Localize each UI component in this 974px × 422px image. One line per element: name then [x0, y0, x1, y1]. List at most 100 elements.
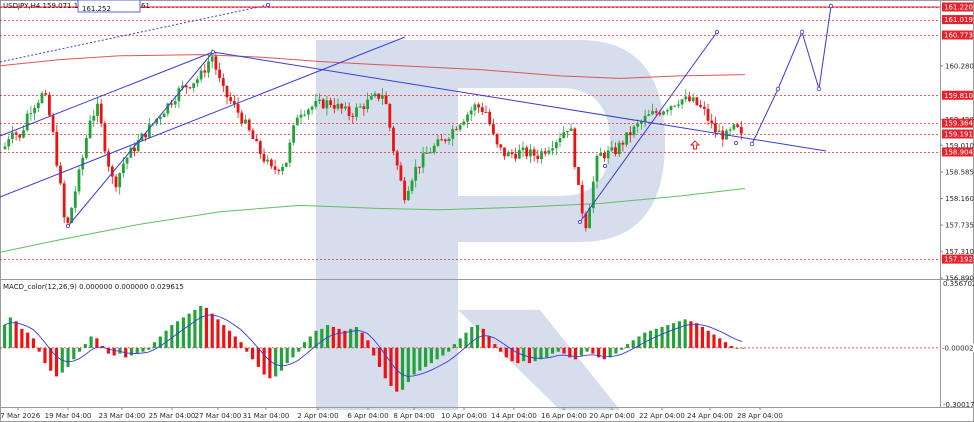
current-price-label: 161.252 [82, 5, 111, 13]
candle-body-101 [377, 93, 381, 99]
candle-body-181 [673, 105, 677, 107]
forecast-node-3 [816, 86, 822, 92]
candle-body-104 [388, 103, 392, 128]
candle-body-156 [580, 184, 584, 214]
macd-bar-123 [712, 334, 716, 348]
candle-body-91 [340, 103, 344, 109]
candle-body-53 [199, 70, 203, 80]
price-label-11: 158.160 [945, 195, 974, 203]
macd-bar-65 [377, 347, 382, 367]
macd-bar-89 [516, 347, 520, 364]
moving-average-red [0, 54, 746, 79]
macd-bar-7 [43, 347, 47, 364]
candle-body-171 [636, 123, 640, 127]
macd-bar-97 [562, 347, 566, 354]
candle-body-161 [599, 152, 603, 157]
macd-bar-126 [729, 345, 733, 348]
candle-body-177 [658, 112, 662, 115]
price-box-2 [942, 30, 973, 40]
candle-body-28 [107, 151, 110, 167]
macd-bar-63 [366, 340, 370, 348]
macd-bar-23 [135, 347, 139, 354]
candle-body-194 [721, 130, 725, 140]
candle-body-20 [77, 169, 81, 192]
candle-body-56 [210, 56, 214, 62]
candle-body-107 [399, 165, 403, 181]
candle-body-145 [540, 151, 543, 160]
macd-bar-30 [176, 321, 180, 348]
candle-body-103 [384, 95, 388, 104]
candle-body-14 [55, 131, 59, 166]
candle-body-36 [136, 140, 140, 152]
candle-body-155 [577, 167, 580, 185]
macd-bar-96 [556, 347, 560, 352]
candle-body-33 [125, 157, 129, 164]
candle-body-49 [184, 85, 188, 88]
candle-body-41 [155, 118, 159, 124]
candle-body-13 [51, 115, 55, 132]
candle-body-136 [506, 152, 510, 157]
candle-body-66 [247, 119, 251, 131]
price-label-3: 160.280 [945, 62, 974, 70]
candle-body-62 [233, 101, 236, 105]
watermark-logo-tail [458, 310, 620, 410]
time-label-5: 31 Mar 04:00 [243, 412, 290, 420]
macd-bar-67 [389, 347, 393, 386]
price-label-6: 159.364 [944, 120, 973, 128]
candle-body-52 [196, 79, 199, 84]
candle-body-31 [118, 173, 122, 188]
macd-bar-106 [614, 347, 618, 354]
candle-body-45 [170, 103, 173, 105]
candle-body-21 [81, 157, 85, 170]
macd-bar-60 [349, 328, 353, 348]
candle-body-64 [240, 112, 244, 124]
candle-body-113 [421, 153, 425, 168]
macd-bar-98 [568, 347, 572, 358]
candle-body-160 [595, 156, 599, 182]
candle-body-80 [299, 114, 303, 118]
price-box-1 [942, 15, 973, 25]
candle-body-148 [551, 148, 554, 151]
candle-body-87 [325, 100, 329, 109]
candle-body-19 [73, 191, 77, 208]
candle-body-129 [480, 107, 484, 112]
candle-body-72 [270, 159, 273, 167]
macd-bar-34 [199, 306, 203, 348]
candle-body-3 [14, 132, 18, 135]
candle-body-35 [133, 147, 136, 152]
candle-body-63 [236, 104, 240, 113]
macd-bar-24 [141, 347, 145, 352]
candle-body-71 [266, 159, 270, 162]
candle-body-11 [44, 93, 48, 95]
time-label-14: 24 Apr 04:00 [687, 412, 733, 420]
candle-body-100 [373, 93, 377, 97]
candle-body-74 [277, 169, 281, 172]
candle-body-120 [447, 138, 451, 142]
macd-bar-78 [452, 344, 457, 348]
candle-body-193 [717, 130, 721, 133]
candle-body-187 [695, 97, 699, 106]
macd-bar-31 [181, 317, 185, 348]
candle-body-118 [440, 139, 443, 141]
macd-bar-49 [285, 347, 289, 364]
candle-body-75 [281, 166, 284, 172]
macd-bar-87 [504, 347, 508, 358]
time-label-11: 16 Apr 04:00 [541, 412, 587, 420]
candle-body-38 [144, 133, 147, 138]
macd-bar-36 [210, 313, 214, 348]
macd-bar-14 [83, 344, 87, 348]
candle-body-188 [699, 105, 702, 107]
macd-bar-8 [49, 347, 53, 371]
swing-node-2 [210, 50, 215, 55]
macd-bar-20 [118, 347, 122, 354]
candle-body-130 [484, 111, 488, 113]
candle-body-192 [714, 123, 717, 133]
candle-body-151 [562, 132, 566, 139]
time-label-9: 10 Apr 04:00 [441, 412, 487, 420]
candle-body-167 [621, 142, 625, 145]
macd-bottom-label: -0.300176 [943, 401, 974, 409]
candle-body-54 [203, 70, 207, 73]
macd-bar-122 [706, 330, 710, 348]
macd-bar-39 [227, 330, 232, 348]
